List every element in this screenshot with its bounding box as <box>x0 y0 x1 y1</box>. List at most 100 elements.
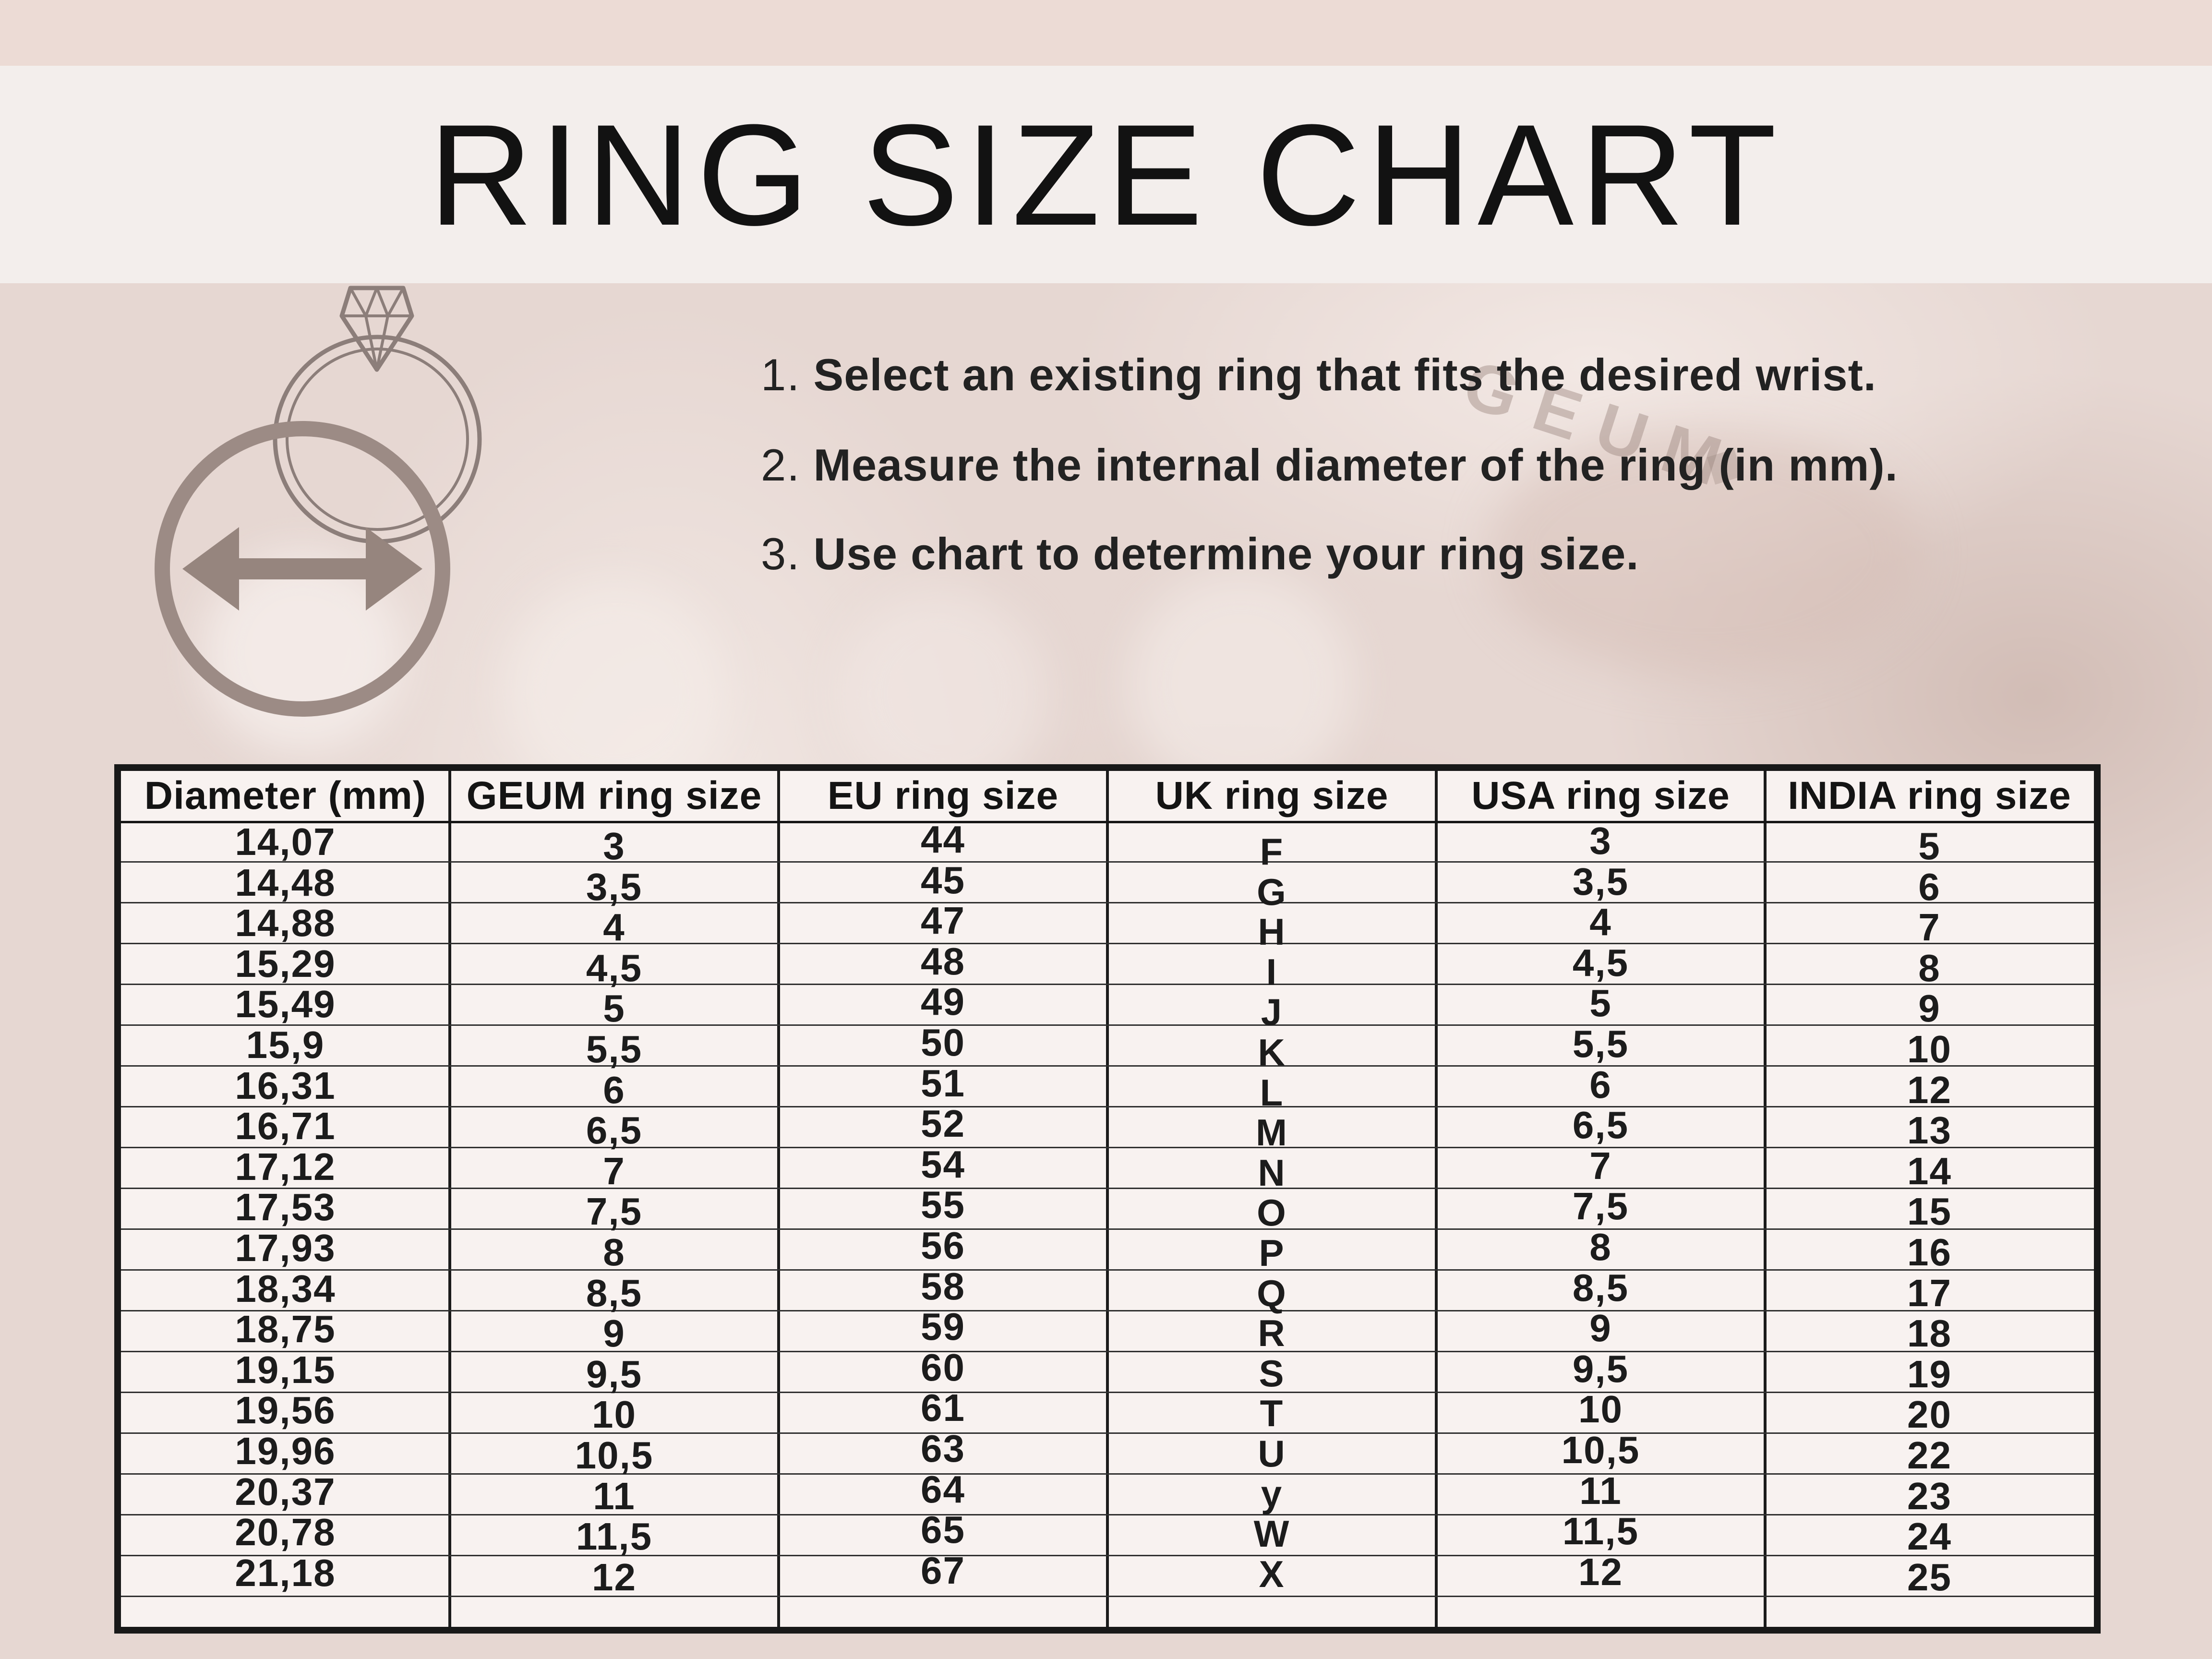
table-cell: L <box>1260 1071 1284 1114</box>
table-cell: 8,5 <box>586 1271 643 1314</box>
row-divider <box>121 1024 2094 1026</box>
table-cell: P <box>1259 1232 1285 1274</box>
table-cell: 64 <box>921 1467 965 1511</box>
row-divider <box>121 1596 2094 1597</box>
table-cell: 12 <box>592 1555 637 1599</box>
instruction-text: Use chart to determine your ring size. <box>813 529 1639 579</box>
column-divider <box>1764 771 1767 1627</box>
table-cell: 7,5 <box>586 1190 643 1233</box>
table-cell: 19,56 <box>235 1389 336 1432</box>
table-cell: 4 <box>603 906 625 949</box>
table-cell: K <box>1258 1031 1286 1073</box>
title-band: RING SIZE CHART <box>0 66 2212 283</box>
table-cell: 19 <box>1907 1352 1952 1395</box>
table-cell: O <box>1257 1191 1287 1234</box>
table-cell: J <box>1261 991 1283 1034</box>
table-cell: 6,5 <box>1572 1104 1629 1147</box>
top-strip <box>0 0 2212 66</box>
row-divider <box>121 1473 2094 1475</box>
table-cell: 6 <box>603 1068 625 1111</box>
ring-diameter-icon <box>120 254 504 730</box>
table-cell: 10,5 <box>575 1434 654 1477</box>
table-cell: 63 <box>921 1427 965 1470</box>
table-cell: 18,34 <box>235 1267 336 1310</box>
table-cell: 20,37 <box>235 1470 336 1513</box>
table-cell: 9,5 <box>1572 1347 1629 1390</box>
table-cell: F <box>1260 830 1284 873</box>
table-cell: 24 <box>1907 1515 1952 1558</box>
table-cell: 7 <box>1589 1144 1612 1187</box>
table-cell: 17,93 <box>235 1226 336 1269</box>
table-cell: 56 <box>921 1224 965 1267</box>
column-divider <box>1435 771 1438 1627</box>
measure-circle-icon <box>155 421 450 717</box>
instruction-number: 3. <box>761 529 801 579</box>
table-cell: 20,78 <box>235 1511 336 1554</box>
column-divider <box>448 771 451 1627</box>
table-cell: 10 <box>1907 1028 1952 1070</box>
table-cell: 54 <box>921 1142 965 1186</box>
table-cell: 10 <box>1578 1388 1623 1431</box>
table-cell: X <box>1259 1552 1285 1595</box>
table-cell: 49 <box>921 980 965 1023</box>
table-cell: 7 <box>603 1149 625 1192</box>
table-cell: 4,5 <box>586 946 643 989</box>
table-cell: 5 <box>603 987 625 1030</box>
table-cell: 15 <box>1907 1190 1952 1233</box>
column-header: GEUM ring size <box>466 774 762 817</box>
table-cell: 5 <box>1918 825 1941 867</box>
table-cell: 5,5 <box>586 1028 643 1070</box>
table-cell: 23 <box>1907 1474 1952 1517</box>
table-cell: 17 <box>1907 1271 1952 1314</box>
table-cell: 25 <box>1907 1555 1952 1599</box>
table-cell: 14,07 <box>235 820 336 863</box>
row-divider <box>121 1228 2094 1230</box>
table-cell: 18 <box>1907 1312 1952 1355</box>
column-divider <box>777 771 780 1627</box>
table-cell: 21,18 <box>235 1551 336 1594</box>
row-divider <box>121 1188 2094 1189</box>
table-cell: M <box>1256 1111 1288 1154</box>
table-cell: W <box>1253 1513 1290 1555</box>
table-cell: 9,5 <box>586 1352 643 1395</box>
table-cell: 14 <box>1907 1149 1952 1192</box>
instruction-number: 1. <box>761 349 801 400</box>
double-arrow-icon <box>182 527 422 611</box>
table-cell: 6 <box>1589 1063 1612 1106</box>
table-cell: 18,75 <box>235 1308 336 1351</box>
table-cell: U <box>1258 1432 1286 1475</box>
table-cell: 8 <box>603 1231 625 1274</box>
table-cell: 14,48 <box>235 861 336 904</box>
table-cell: 48 <box>921 939 965 983</box>
table-cell: 47 <box>921 899 965 942</box>
table-cell: 44 <box>921 818 965 861</box>
table-cell: 10 <box>592 1393 637 1436</box>
table-cell: 7,5 <box>1572 1185 1629 1228</box>
instruction-text: Select an existing ring that fits the de… <box>813 349 1877 400</box>
column-header: Diameter (mm) <box>144 774 427 817</box>
table-cell: T <box>1260 1392 1284 1435</box>
instruction-text: Measure the internal diameter of the rin… <box>813 440 1898 490</box>
table-cell: G <box>1257 870 1287 913</box>
table-cell: 20 <box>1907 1393 1952 1436</box>
table-cell: I <box>1266 950 1278 993</box>
table-cell: 8,5 <box>1572 1266 1629 1309</box>
table-cell: 55 <box>921 1183 965 1226</box>
row-divider <box>121 1269 2094 1271</box>
table-cell: 3,5 <box>1572 860 1629 903</box>
column-header: EU ring size <box>827 774 1059 817</box>
table-cell: 11 <box>1579 1469 1622 1512</box>
table-cell: 16 <box>1907 1231 1952 1274</box>
table-cell: 11,5 <box>576 1515 653 1558</box>
row-divider <box>121 902 2094 903</box>
table-cell: 4 <box>1589 901 1612 944</box>
row-divider <box>121 1392 2094 1393</box>
instruction-item: 3. Use chart to determine your ring size… <box>761 528 1639 580</box>
instruction-item: 1. Select an existing ring that fits the… <box>761 349 1876 401</box>
row-divider <box>121 984 2094 985</box>
table-cell: 13 <box>1907 1109 1952 1152</box>
table-body: Diameter (mm) GEUM ring size EU ring size U… <box>121 771 2094 1627</box>
row-divider <box>121 1514 2094 1515</box>
table-cell: 15,29 <box>235 942 336 985</box>
table-cell: 16,31 <box>235 1064 336 1107</box>
